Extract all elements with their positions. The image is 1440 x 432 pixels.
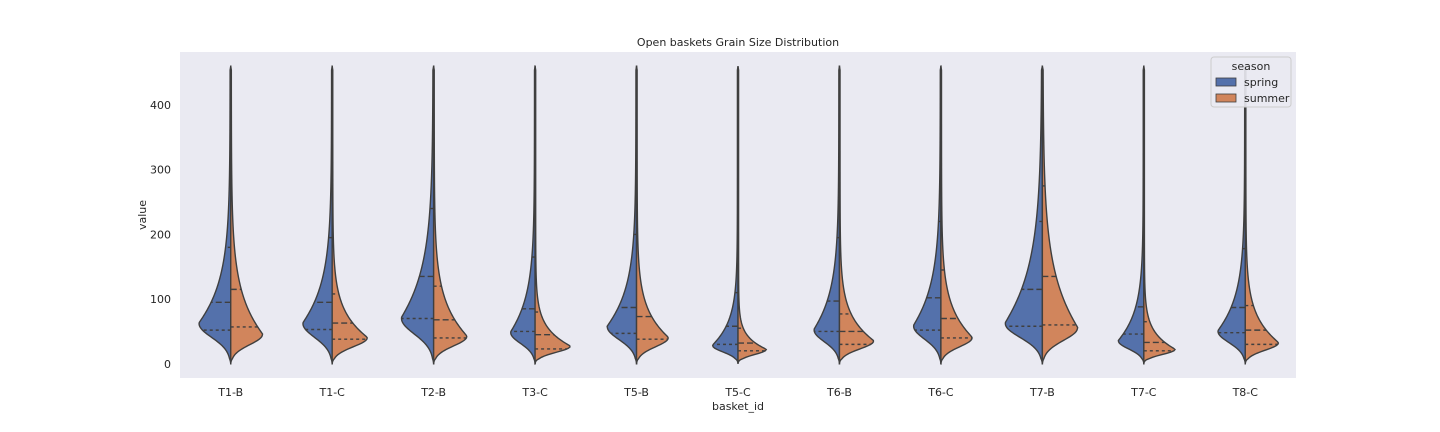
violin-summer-T1-B xyxy=(230,65,264,365)
x-tick-label-T2-B: T2-B xyxy=(420,386,446,399)
violin-summer-T2-B xyxy=(432,65,468,365)
violin-summer-T6-B xyxy=(838,65,875,365)
legend-label-summer: summer xyxy=(1244,92,1290,105)
legend: season spring summer xyxy=(1210,56,1292,108)
x-tick-label-T5-B: T5-B xyxy=(623,386,649,399)
x-tick-label-T7-B: T7-B xyxy=(1029,386,1055,399)
y-axis-label: value xyxy=(136,200,149,230)
y-tick-label: 0 xyxy=(164,358,171,371)
y-tick-label: 100 xyxy=(150,293,171,306)
legend-label-spring: spring xyxy=(1244,76,1278,89)
x-tick-label-T1-C: T1-C xyxy=(318,386,345,399)
violins xyxy=(198,65,1280,365)
y-tick-label: 300 xyxy=(150,164,171,177)
violin-summer-T8-C xyxy=(1244,66,1280,364)
x-axis: T1-B T1-C T2-B T3-C T5-B T5-C T6-B T6-C T7-B T7-C… xyxy=(217,386,1258,399)
violin-summer-T5-C xyxy=(737,66,768,364)
violin-summer-T1-C xyxy=(331,65,369,365)
legend-swatch-spring xyxy=(1215,77,1237,87)
legend-swatch-summer xyxy=(1215,93,1237,103)
x-axis-label: basket_id xyxy=(712,400,764,413)
x-tick-label-T8-C: T8-C xyxy=(1232,386,1259,399)
legend-title: season xyxy=(1232,60,1271,73)
violin-spring-T2-B xyxy=(400,65,435,365)
violin-summer-T7-C xyxy=(1143,66,1176,364)
x-tick-label-T1-B: T1-B xyxy=(217,386,243,399)
x-tick-label-T3-C: T3-C xyxy=(521,386,548,399)
violin-summer-T6-C xyxy=(940,65,973,365)
y-tick-label: 400 xyxy=(150,99,171,112)
violin-summer-T7-B xyxy=(1041,66,1079,364)
x-tick-label-T6-C: T6-C xyxy=(927,386,954,399)
y-axis: 0 100 200 300 400 xyxy=(150,99,171,371)
violin-spring-T1-B xyxy=(198,65,232,365)
x-tick-label-T5-C: T5-C xyxy=(724,386,751,399)
violin-summer-T5-B xyxy=(635,65,669,365)
chart-title: Open baskets Grain Size Distribution xyxy=(637,36,839,49)
y-tick-label: 200 xyxy=(150,228,171,241)
x-tick-label-T6-B: T6-B xyxy=(826,386,852,399)
x-tick-label-T7-C: T7-C xyxy=(1130,386,1157,399)
